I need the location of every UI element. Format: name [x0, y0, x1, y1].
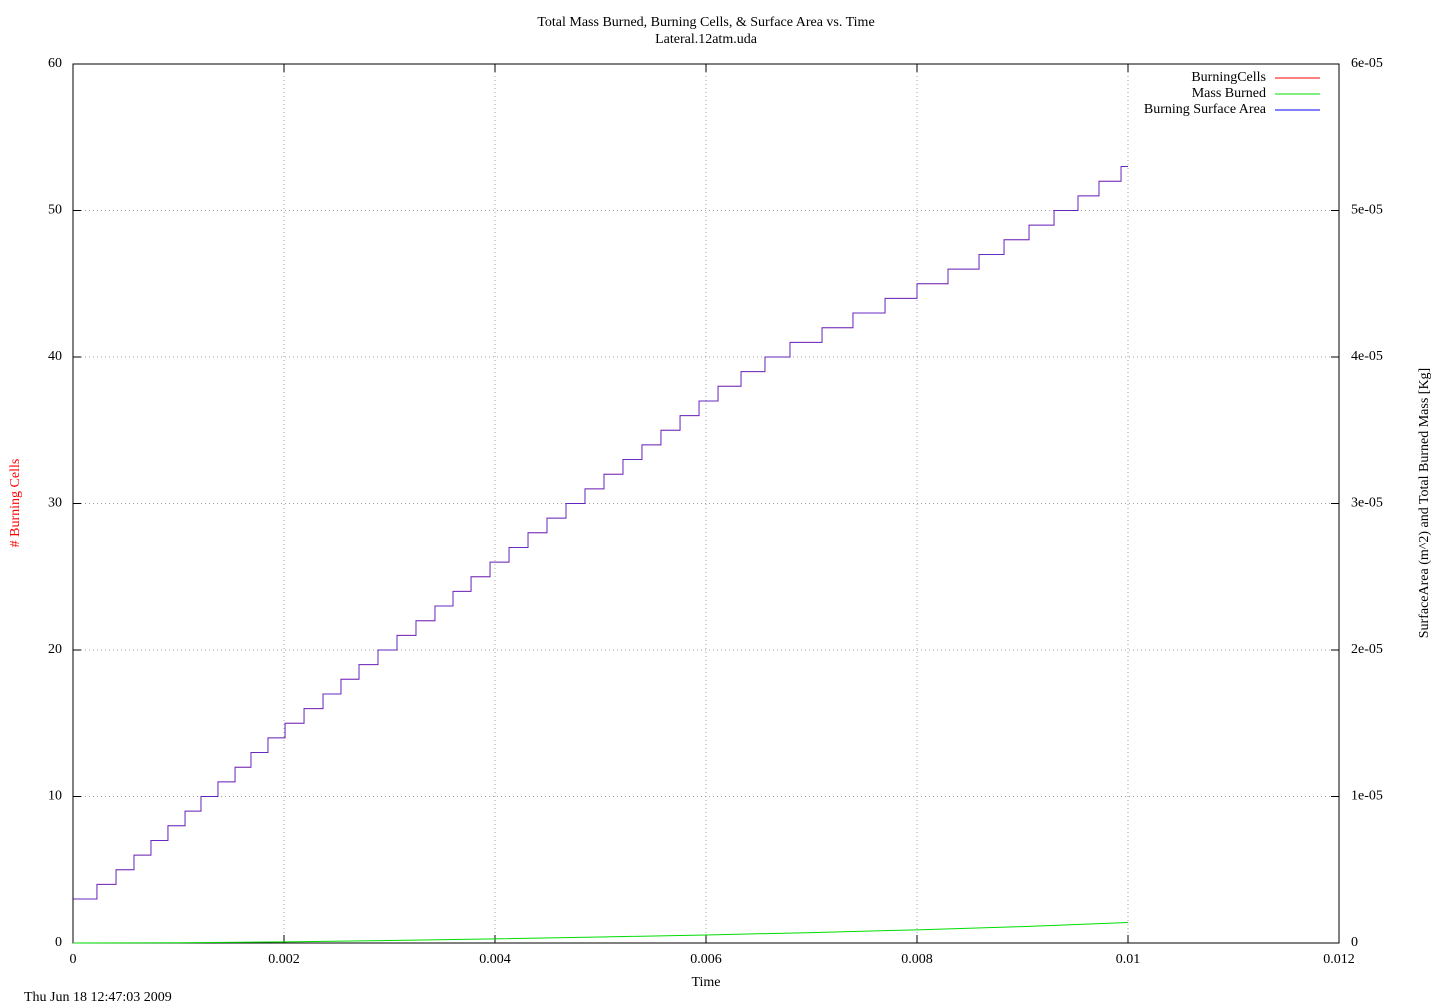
y-tick-label: 20 — [48, 642, 62, 657]
y2-axis-label: SurfaceArea (m^2) and Total Burned Mass … — [1417, 368, 1432, 638]
y2-tick-label: 6e-05 — [1351, 56, 1383, 71]
timestamp: Thu Jun 18 12:47:03 2009 — [24, 990, 172, 1005]
x-axis-label: Time — [691, 975, 720, 990]
x-tick-label: 0 — [70, 952, 77, 967]
y2-tick-label: 1e-05 — [1351, 789, 1383, 804]
series-line — [73, 166, 1128, 900]
chart-subtitle: Lateral.12atm.uda — [655, 32, 758, 47]
x-tick-label: 0.008 — [901, 952, 933, 967]
series-line — [73, 166, 1128, 900]
y-tick-label: 50 — [48, 203, 62, 218]
x-tick-label: 0.004 — [479, 952, 511, 967]
legend-label: Burning Surface Area — [1144, 102, 1267, 117]
x-tick-label: 0.006 — [690, 952, 722, 967]
legend-label: Mass Burned — [1192, 86, 1266, 101]
x-tick-label: 0.012 — [1323, 952, 1355, 967]
x-tick-label: 0.01 — [1116, 952, 1141, 967]
chart-title: Total Mass Burned, Burning Cells, & Surf… — [537, 15, 874, 30]
y2-tick-label: 5e-05 — [1351, 203, 1383, 218]
y-axis-label: # Burning Cells — [8, 459, 23, 548]
y-tick-label: 60 — [48, 56, 62, 71]
y-tick-label: 30 — [48, 496, 62, 511]
y-tick-label: 10 — [48, 789, 62, 804]
plot-frame — [72, 63, 1340, 944]
series-line — [72, 921, 1129, 944]
y2-tick-label: 0 — [1351, 935, 1358, 950]
legend-label: BurningCells — [1191, 70, 1266, 85]
y2-tick-label: 4e-05 — [1351, 349, 1383, 364]
y2-tick-label: 2e-05 — [1351, 642, 1383, 657]
x-tick-label: 0.002 — [268, 952, 300, 967]
y-tick-label: 40 — [48, 349, 62, 364]
y-tick-label: 0 — [55, 935, 62, 950]
y2-tick-label: 3e-05 — [1351, 496, 1383, 511]
